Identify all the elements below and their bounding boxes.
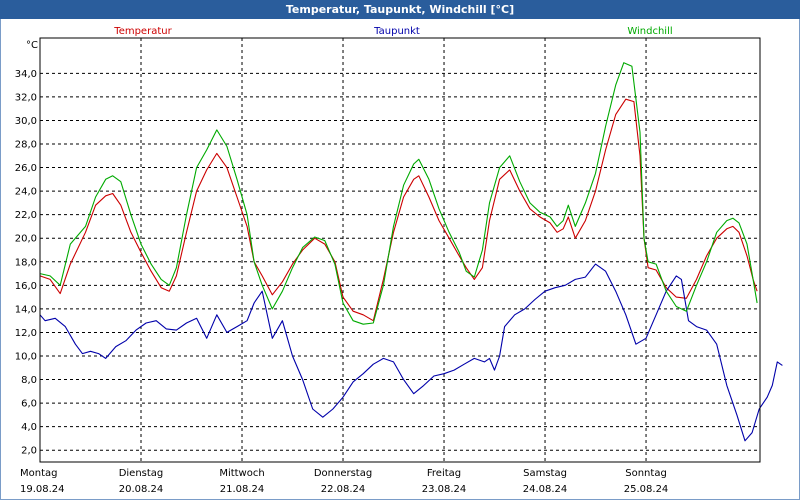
y-tick-label: 22,0: [15, 210, 37, 221]
y-tick-label: 18,0: [15, 257, 37, 268]
x-tick-date: 21.08.24: [220, 484, 265, 495]
y-tick-label: 14,0: [15, 304, 37, 315]
y-axis: °C 2,0 4,0 6,0 8,0 10,0 12,0 14,0 16,0 18,0 20,0 2…: [15, 40, 38, 457]
y-axis-unit: °C: [26, 40, 38, 51]
y-tick-label: 4,0: [21, 422, 37, 433]
legend-entry: Taupunkt: [373, 26, 420, 37]
y-tick-label: 26,0: [15, 163, 37, 174]
x-tick-day: Mittwoch: [219, 468, 264, 479]
y-tick-label: 30,0: [15, 116, 37, 127]
grid-lines: [40, 38, 760, 462]
y-tick-label: 10,0: [15, 352, 37, 363]
y-tick-label: 28,0: [15, 140, 37, 151]
legend-entry: Windchill: [627, 26, 672, 37]
y-tick-label: 20,0: [15, 234, 37, 245]
x-axis: Montag 19.08.24 Dienstag 20.08.24 Mittwoch 21…: [20, 468, 668, 495]
x-tick-day: Montag: [20, 468, 57, 479]
y-tick-label: 34,0: [15, 69, 37, 80]
y-tick-label: 6,0: [21, 399, 37, 410]
y-tick-label: 24,0: [15, 187, 37, 198]
x-tick-day: Samstag: [523, 468, 567, 479]
series-line: [39, 62, 758, 325]
chart-title: Temperatur, Taupunkt, Windchill [°C]: [0, 0, 800, 19]
x-tick-day: Freitag: [427, 468, 461, 479]
y-tick-label: 32,0: [15, 92, 37, 103]
y-tick-label: 12,0: [15, 328, 37, 339]
x-tick-day: Dienstag: [119, 468, 164, 479]
plot-frame: [39, 37, 761, 463]
x-tick-date: 25.08.24: [624, 484, 669, 495]
x-tick-date: 24.08.24: [523, 484, 568, 495]
x-tick-date: 20.08.24: [119, 484, 164, 495]
x-tick-day: Donnerstag: [314, 468, 372, 479]
y-tick-label: 16,0: [15, 281, 37, 292]
series-line: [39, 98, 758, 322]
y-tick-label: 8,0: [21, 375, 37, 386]
y-tick-label: 2,0: [21, 446, 37, 457]
legend-entry: Temperatur: [113, 26, 172, 37]
x-tick-date: 22.08.24: [321, 484, 366, 495]
series-lines: [39, 62, 783, 442]
x-tick-date: 23.08.24: [422, 484, 467, 495]
series-line: [39, 263, 783, 442]
legend: Temperatur Taupunkt Windchill: [113, 26, 672, 37]
x-tick-date: 19.08.24: [20, 484, 65, 495]
x-tick-day: Sonntag: [625, 468, 667, 479]
